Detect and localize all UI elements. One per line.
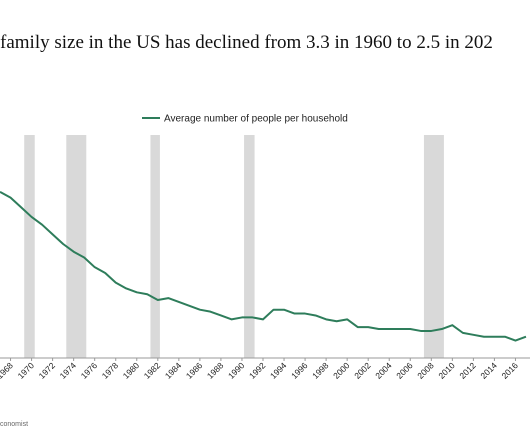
x-tick-label: 1982 bbox=[142, 360, 163, 381]
recession-band bbox=[244, 135, 255, 358]
recession-band bbox=[66, 135, 87, 358]
x-tick-label: 1992 bbox=[247, 360, 268, 381]
recession-band bbox=[24, 135, 35, 358]
x-tick-label: 2014 bbox=[478, 360, 499, 381]
x-tick-label: 1986 bbox=[184, 360, 205, 381]
x-tick-label: 2004 bbox=[373, 360, 394, 381]
x-tick-label: 1978 bbox=[100, 360, 121, 381]
x-tick-label: 2006 bbox=[394, 360, 415, 381]
x-tick-label: 2008 bbox=[415, 360, 436, 381]
x-tick-label: 2002 bbox=[352, 360, 373, 381]
x-tick-label: 1988 bbox=[205, 360, 226, 381]
x-tick-label: 1968 bbox=[0, 360, 15, 381]
x-tick-label: 2010 bbox=[436, 360, 457, 381]
chart-title: family size in the US has declined from … bbox=[0, 32, 493, 53]
x-tick-label: 2012 bbox=[457, 360, 478, 381]
x-tick-label: 1974 bbox=[58, 360, 79, 381]
x-tick-label: 1980 bbox=[121, 360, 142, 381]
x-tick-label: 2000 bbox=[331, 360, 352, 381]
source: conomist bbox=[0, 421, 28, 428]
x-tick-label: 1972 bbox=[37, 360, 58, 381]
legend-label: Average number of people per household bbox=[164, 114, 348, 125]
x-tick-label: 1996 bbox=[289, 360, 310, 381]
x-tick-label: 1998 bbox=[310, 360, 331, 381]
x-tick-label: 2016 bbox=[499, 360, 520, 381]
data-line bbox=[0, 190, 527, 342]
x-tick-label: 1976 bbox=[79, 360, 100, 381]
x-tick-label: 1994 bbox=[268, 360, 289, 381]
x-tick-label: 1984 bbox=[163, 360, 184, 381]
x-tick-label: 1970 bbox=[16, 360, 37, 381]
recession-band bbox=[423, 135, 444, 358]
x-tick-label: 1990 bbox=[226, 360, 247, 381]
recession-band bbox=[150, 135, 160, 358]
